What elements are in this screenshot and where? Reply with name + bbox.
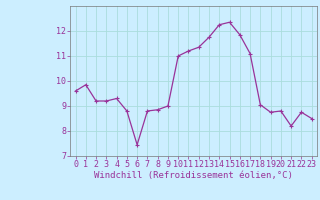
X-axis label: Windchill (Refroidissement éolien,°C): Windchill (Refroidissement éolien,°C) — [94, 171, 293, 180]
